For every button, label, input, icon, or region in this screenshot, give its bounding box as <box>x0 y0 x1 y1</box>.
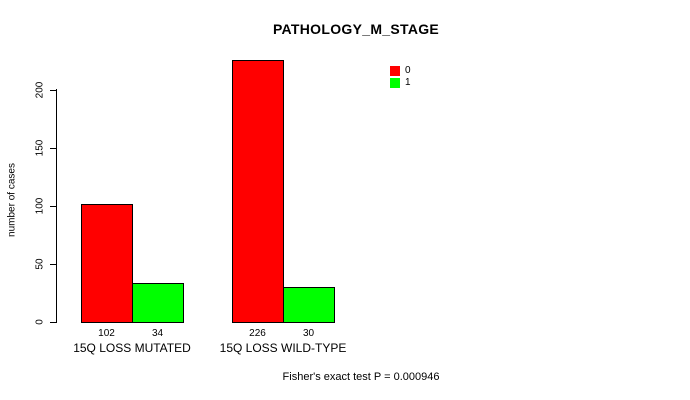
legend-swatch-1 <box>390 78 400 88</box>
bar-1-2 <box>283 287 335 323</box>
y-tick-label: 150 <box>34 139 46 157</box>
y-axis-label: number of cases <box>6 163 18 237</box>
bar-value-label: 102 <box>98 328 115 339</box>
y-axis-line <box>56 89 57 323</box>
legend-swatch-0 <box>390 66 400 76</box>
legend-label: 0 <box>405 65 411 76</box>
legend-label: 1 <box>405 77 411 88</box>
y-tick-label: 0 <box>34 319 46 325</box>
y-tick-mark <box>50 264 56 265</box>
bar-value-label: 226 <box>249 328 266 339</box>
bar-0-1 <box>81 204 133 323</box>
legend-entry-1: 1 <box>390 77 411 89</box>
bar-value-label: 34 <box>151 328 164 339</box>
x-category-label: 15Q LOSS MUTATED <box>73 341 191 355</box>
y-tick-mark <box>50 206 56 207</box>
bar-value-label: 30 <box>302 328 315 339</box>
chart-title: PATHOLOGY_M_STAGE <box>272 21 440 37</box>
y-tick-label: 50 <box>34 258 46 270</box>
legend-entry-0: 0 <box>390 65 411 77</box>
bar-1-1 <box>132 283 184 323</box>
fisher-test-annotation: Fisher's exact test P = 0.000946 <box>282 371 440 383</box>
y-tick-mark <box>50 148 56 149</box>
y-tick-mark <box>50 90 56 91</box>
y-tick-mark <box>50 322 56 323</box>
x-category-label: 15Q LOSS WILD-TYPE <box>219 341 347 355</box>
bar-0-2 <box>232 60 284 323</box>
y-tick-label: 100 <box>34 197 46 215</box>
y-tick-label: 200 <box>34 81 46 99</box>
